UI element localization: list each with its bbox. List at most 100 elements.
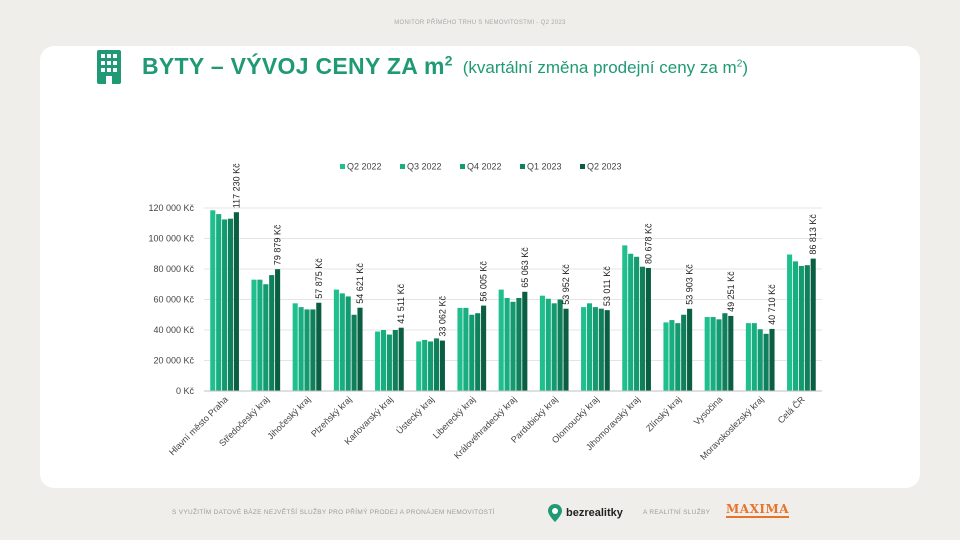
bar bbox=[510, 301, 516, 391]
legend-label: Q2 2023 bbox=[587, 162, 622, 172]
legend-label: Q2 2022 bbox=[347, 162, 382, 172]
y-tick-label: 0 Kč bbox=[176, 386, 195, 396]
legend-swatch bbox=[340, 164, 345, 169]
legend-label: Q3 2022 bbox=[407, 162, 442, 172]
y-tick-label: 20 000 Kč bbox=[153, 356, 194, 366]
bar bbox=[210, 210, 216, 391]
bar bbox=[498, 289, 504, 391]
bar bbox=[804, 265, 810, 391]
building-icon bbox=[97, 50, 121, 84]
location-pin-icon bbox=[548, 504, 562, 522]
chart-card bbox=[40, 46, 920, 488]
bar bbox=[269, 275, 275, 391]
bar bbox=[598, 308, 604, 391]
legend-swatch bbox=[460, 164, 465, 169]
bar bbox=[345, 296, 351, 391]
bar bbox=[551, 303, 557, 391]
bar bbox=[481, 305, 487, 391]
bar bbox=[704, 317, 710, 391]
bar bbox=[710, 317, 716, 391]
bar bbox=[792, 261, 799, 391]
bar bbox=[681, 314, 687, 391]
bar bbox=[769, 328, 775, 391]
bar bbox=[275, 269, 281, 391]
y-tick-label: 60 000 Kč bbox=[153, 295, 194, 305]
bar bbox=[763, 333, 769, 391]
bar bbox=[333, 289, 339, 391]
x-tick-label: Liberecký kraj bbox=[431, 394, 477, 440]
bar-chart: 0 Kč 20 000 Kč 40 000 Kč 60 000 Kč 80 000 Kč… bbox=[148, 162, 822, 462]
x-tick-label: Hlavní město Praha bbox=[167, 394, 230, 457]
bar bbox=[545, 298, 551, 391]
bar bbox=[663, 322, 669, 391]
bar bbox=[563, 308, 569, 391]
bar bbox=[222, 219, 228, 391]
bar bbox=[539, 295, 545, 391]
y-tick-label: 100 000 Kč bbox=[148, 234, 194, 244]
bar bbox=[687, 308, 693, 391]
bar bbox=[233, 212, 239, 391]
footer-mid-text: A REALITNÍ SLUŽBY bbox=[643, 509, 711, 516]
bar bbox=[304, 309, 310, 391]
bar bbox=[263, 284, 269, 391]
data-label: 79 879 Kč bbox=[273, 224, 283, 265]
data-label: 117 230 Kč bbox=[231, 163, 241, 208]
x-tick-label: Ústecký kraj bbox=[394, 394, 436, 436]
bar bbox=[227, 218, 234, 391]
data-labels: 117 230 Kč 79 879 Kč 57 875 Kč 54 621 Kč 41 … bbox=[231, 163, 818, 337]
data-label: 57 875 Kč bbox=[314, 258, 324, 299]
bar bbox=[516, 297, 522, 391]
bar bbox=[757, 329, 763, 391]
bar bbox=[375, 331, 381, 391]
bar bbox=[810, 258, 816, 391]
legend-label: Q1 2023 bbox=[527, 162, 562, 172]
bar bbox=[586, 303, 593, 391]
data-label: 86 813 Kč bbox=[808, 214, 818, 255]
x-tick-label: Vysočina bbox=[692, 394, 725, 427]
bar bbox=[787, 254, 793, 391]
bar bbox=[581, 307, 587, 391]
bar bbox=[416, 341, 422, 391]
data-label: 53 903 Kč bbox=[685, 264, 695, 305]
bar bbox=[398, 327, 404, 391]
bar bbox=[522, 291, 528, 391]
brand-name: bezrealitky bbox=[566, 507, 623, 519]
bar bbox=[669, 320, 675, 391]
bar bbox=[298, 307, 304, 391]
data-label: 65 063 Kč bbox=[520, 247, 530, 288]
data-label: 53 011 Kč bbox=[602, 266, 612, 306]
bar bbox=[380, 330, 387, 391]
footer-text: S VYUŽITÍM DATOVÉ BÁZE NEJVĚTŠÍ SLUŽBY P… bbox=[172, 509, 495, 516]
data-label: 56 005 Kč bbox=[479, 261, 489, 302]
bar bbox=[292, 303, 298, 391]
x-tick-label: Jihočeský kraj bbox=[265, 394, 312, 441]
bar bbox=[634, 256, 640, 391]
title-row: BYTY – VÝVOJ CENY ZA m2 (kvartální změna… bbox=[96, 48, 748, 84]
maxima-logo: MAXIMA bbox=[726, 502, 790, 518]
bar bbox=[433, 338, 440, 391]
bar bbox=[251, 279, 257, 391]
x-tick-label: Zlínský kraj bbox=[644, 394, 683, 433]
legend-swatch bbox=[520, 164, 525, 169]
legend-swatch bbox=[400, 164, 405, 169]
data-label: 40 710 Kč bbox=[767, 284, 777, 325]
bar bbox=[428, 341, 434, 391]
bar bbox=[622, 245, 628, 391]
bar bbox=[716, 319, 722, 391]
legend-label: Q4 2022 bbox=[467, 162, 502, 172]
bar bbox=[257, 279, 263, 391]
data-label: 80 678 Kč bbox=[643, 223, 653, 264]
x-tick-label: Plzeňský kraj bbox=[309, 394, 354, 439]
bar bbox=[439, 340, 445, 391]
y-axis: 0 Kč 20 000 Kč 40 000 Kč 60 000 Kč 80 000 Kč… bbox=[148, 203, 194, 396]
y-tick-label: 80 000 Kč bbox=[153, 264, 194, 274]
bar bbox=[316, 302, 322, 391]
bar bbox=[392, 330, 398, 391]
data-label: 53 952 Kč bbox=[561, 264, 571, 305]
bar bbox=[592, 307, 598, 391]
bar bbox=[745, 323, 751, 391]
bar bbox=[675, 323, 681, 391]
bar bbox=[475, 313, 481, 391]
bar bbox=[216, 214, 222, 391]
